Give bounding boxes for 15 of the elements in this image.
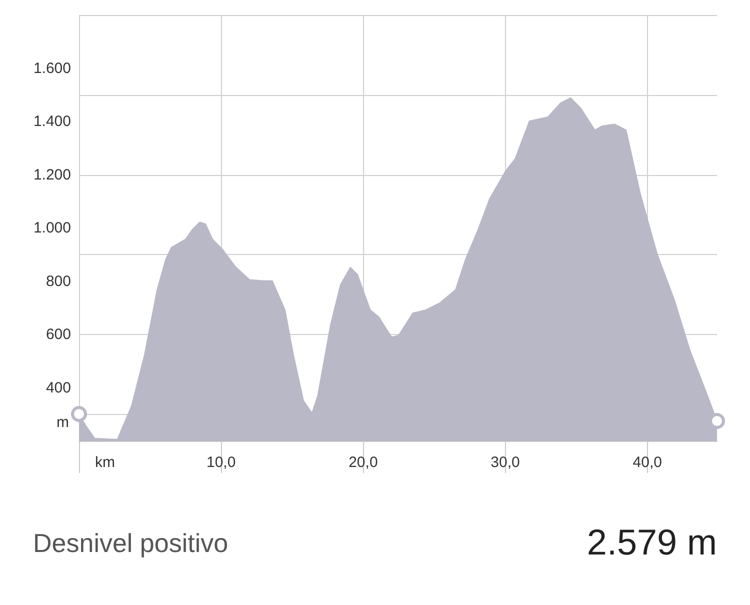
y-tick-label: 1.400 <box>33 113 71 130</box>
text: 2.579 m <box>586 522 717 562</box>
y-axis-title: m <box>56 414 69 431</box>
y-tick-label: 1.600 <box>33 60 71 77</box>
x-tick-label: 30,0 <box>490 454 520 471</box>
text: Desnivel positivo <box>33 528 228 558</box>
y-tick-label: 600 <box>46 326 71 343</box>
x-tick-label: 20,0 <box>348 454 378 471</box>
y-tick-label: 400 <box>46 379 71 396</box>
x-axis-title: km <box>95 454 115 471</box>
y-tick-label: 1.200 <box>33 166 71 184</box>
x-tick-label: 10,0 <box>206 454 236 471</box>
y-tick-label: 800 <box>46 272 71 290</box>
y-tick-label: 1.000 <box>33 220 71 236</box>
x-tick-label: 40,0 <box>632 454 662 471</box>
